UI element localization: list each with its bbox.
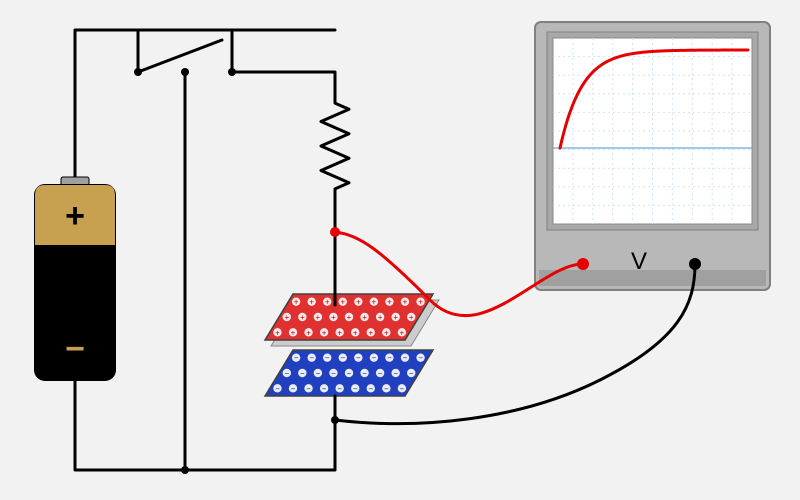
svg-text:−: − xyxy=(316,369,321,378)
svg-text:−: − xyxy=(378,369,383,378)
svg-text:+: + xyxy=(347,313,352,322)
svg-text:+: + xyxy=(378,313,383,322)
svg-text:+: + xyxy=(275,328,280,337)
svg-text:−: − xyxy=(337,384,342,393)
svg-text:+: + xyxy=(325,298,330,307)
svg-text:+: + xyxy=(353,328,358,337)
rc-circuit-diagram: +−+++++++++++++++++++++++++++−−−−−−−−−−−… xyxy=(0,0,800,500)
svg-text:+: + xyxy=(393,313,398,322)
svg-text:−: − xyxy=(325,354,330,363)
svg-text:−: − xyxy=(300,369,305,378)
svg-text:−: − xyxy=(400,384,405,393)
svg-text:+: + xyxy=(362,313,367,322)
svg-text:+: + xyxy=(384,328,389,337)
svg-text:−: − xyxy=(353,384,358,393)
svg-text:+: + xyxy=(368,328,373,337)
svg-text:+: + xyxy=(294,298,299,307)
battery-plus: + xyxy=(65,197,85,235)
svg-text:+: + xyxy=(418,298,423,307)
svg-text:−: − xyxy=(384,384,389,393)
svg-text:−: − xyxy=(322,384,327,393)
svg-text:−: − xyxy=(284,369,289,378)
svg-text:−: − xyxy=(309,354,314,363)
svg-text:+: + xyxy=(387,298,392,307)
svg-text:+: + xyxy=(400,328,405,337)
svg-text:−: − xyxy=(387,354,392,363)
svg-text:+: + xyxy=(403,298,408,307)
svg-text:−: − xyxy=(331,369,336,378)
svg-text:−: − xyxy=(275,384,280,393)
svg-text:+: + xyxy=(316,313,321,322)
svg-text:+: + xyxy=(372,298,377,307)
svg-text:−: − xyxy=(356,354,361,363)
svg-text:−: − xyxy=(294,354,299,363)
svg-text:+: + xyxy=(340,298,345,307)
svg-text:+: + xyxy=(322,328,327,337)
battery-minus: − xyxy=(65,330,85,368)
svg-text:+: + xyxy=(300,313,305,322)
svg-text:+: + xyxy=(306,328,311,337)
svg-text:+: + xyxy=(291,328,296,337)
svg-text:−: − xyxy=(306,384,311,393)
svg-text:−: − xyxy=(372,354,377,363)
svg-text:+: + xyxy=(337,328,342,337)
svg-text:−: − xyxy=(418,354,423,363)
svg-text:+: + xyxy=(356,298,361,307)
svg-text:−: − xyxy=(393,369,398,378)
svg-text:−: − xyxy=(368,384,373,393)
svg-text:−: − xyxy=(403,354,408,363)
svg-text:−: − xyxy=(347,369,352,378)
svg-text:+: + xyxy=(309,298,314,307)
voltmeter-screen xyxy=(553,38,752,224)
svg-text:+: + xyxy=(409,313,414,322)
svg-text:−: − xyxy=(362,369,367,378)
svg-text:−: − xyxy=(409,369,414,378)
svg-text:−: − xyxy=(291,384,296,393)
svg-text:+: + xyxy=(331,313,336,322)
svg-text:+: + xyxy=(284,313,289,322)
svg-text:−: − xyxy=(340,354,345,363)
